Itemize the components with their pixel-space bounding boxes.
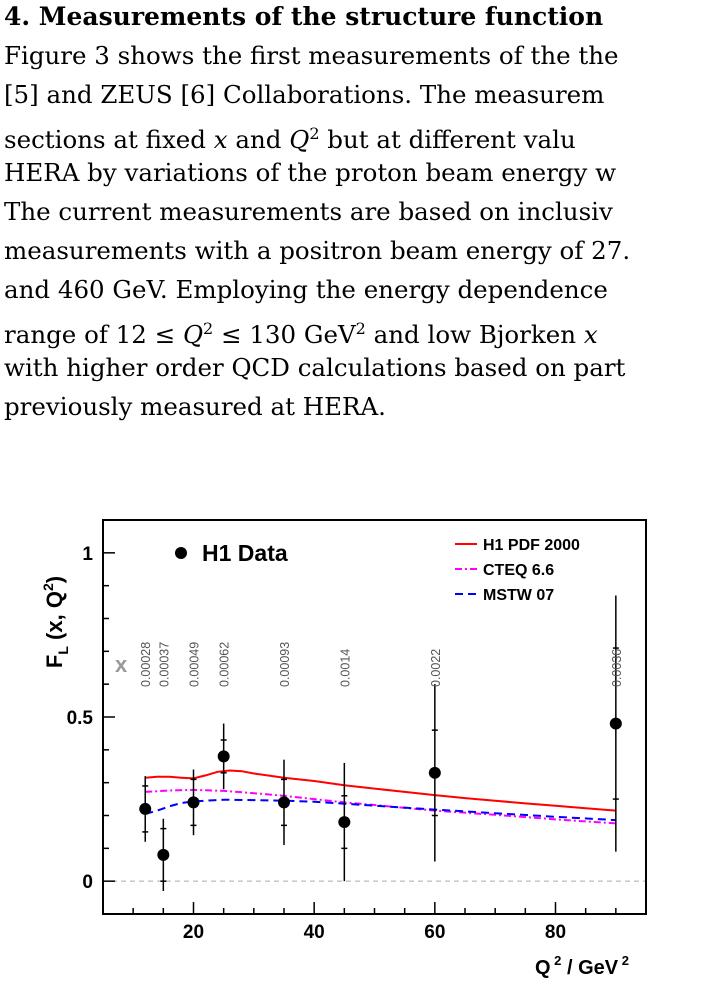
- ticks-layer: 20 40 60 80 0 0.5 1: [67, 519, 617, 943]
- paragraph-line: previously measured at HERA.: [4, 387, 630, 426]
- data-legend: H1 Data: [175, 540, 288, 566]
- text-run: [5] and ZEUS [6] Collaborations. The mea…: [4, 80, 605, 109]
- text-run: Figure 3 shows the first measurements of…: [4, 41, 619, 70]
- data-marker: [428, 766, 441, 779]
- x-value-label: 0.0036: [610, 649, 624, 687]
- legend-label: MSTW 07: [483, 587, 554, 604]
- data-marker: [139, 802, 152, 815]
- superscript: 2: [203, 319, 214, 338]
- data-point: [139, 776, 152, 842]
- text-run: HERA by variations of the proton beam en…: [4, 158, 617, 187]
- legend-label: H1 PDF 2000: [483, 537, 580, 554]
- x-value-label: 0.00037: [157, 642, 171, 687]
- paragraph-line: measurements with a positron beam energy…: [4, 231, 630, 270]
- text-run: with higher order QCD calculations based…: [4, 353, 626, 382]
- text-run: and: [227, 125, 290, 155]
- data-point: [428, 684, 441, 862]
- x-value-label: 0.0014: [338, 649, 352, 687]
- legend-data-label: H1 Data: [202, 540, 288, 566]
- data-marker: [217, 750, 230, 763]
- text-run: ≤ 130 GeV: [213, 320, 356, 350]
- paragraph-line: HERA by variations of the proton beam en…: [4, 153, 630, 192]
- paragraph-line: sections at fixed x and Q2 but at differ…: [4, 114, 630, 155]
- data-marker: [609, 717, 622, 730]
- x-value-label: 0.00093: [278, 642, 292, 687]
- curve-cteq-6-6: [145, 788, 616, 825]
- math-variable: Q: [289, 125, 310, 155]
- x-tick-label: 20: [183, 922, 204, 943]
- y-tick-label: 0: [82, 872, 93, 893]
- x-tick-label: 40: [304, 922, 325, 943]
- x-axis-title: Q 2 / GeV 2: [535, 953, 629, 979]
- legend-data-marker: [175, 547, 187, 559]
- section-heading: 4. Measurements of the structure functio…: [4, 2, 604, 31]
- math-variable: x: [213, 125, 228, 155]
- curve-legend: H1 PDF 2000 CTEQ 6.6 MSTW 07: [455, 537, 580, 604]
- x-tick-label: 80: [545, 922, 566, 943]
- paragraph-line: [5] and ZEUS [6] Collaborations. The mea…: [4, 75, 630, 114]
- text-run: The current measurements are based on in…: [4, 197, 613, 226]
- x-variable-label: x: [115, 652, 128, 677]
- superscript: 2: [355, 319, 366, 338]
- text-run: and low Bjorken: [365, 320, 584, 350]
- data-marker: [187, 796, 200, 809]
- text-run: sections at fixed: [4, 125, 214, 155]
- curve-mstw-07: [144, 798, 616, 822]
- text-run: but at different valu: [319, 125, 576, 155]
- data-point: [157, 818, 170, 892]
- math-variable: Q: [182, 320, 204, 350]
- data-marker: [278, 796, 290, 809]
- paragraph-line: with higher order QCD calculations based…: [4, 348, 630, 387]
- y-tick-label: 0.5: [67, 708, 94, 729]
- y-tick-label: 1: [82, 544, 93, 565]
- text-run: measurements with a positron beam energy…: [4, 236, 631, 265]
- data-point: [187, 769, 200, 836]
- superscript: 2: [309, 124, 320, 143]
- data-point: [217, 723, 230, 790]
- paragraph-line: range of 12 ≤ Q2 ≤ 130 GeV2 and low Bjor…: [4, 309, 630, 350]
- plot-frame: [102, 519, 647, 915]
- x-value-label: 0.00062: [218, 642, 232, 687]
- data-point: [338, 762, 351, 882]
- x-tick-label: 60: [424, 922, 445, 943]
- xvalue-labels: 0.00028 0.00037 0.00049 0.00062 0.00093 0.001…: [139, 642, 624, 687]
- curve-h1-pdf-2000: [145, 769, 616, 812]
- math-variable: x: [583, 320, 598, 350]
- paragraph-line: and 460 GeV. Employing the energy depend…: [4, 270, 630, 309]
- x-value-label: 0.0022: [429, 649, 443, 687]
- x-value-label: 0.00049: [188, 642, 202, 687]
- y-axis-title: FL (x, Q2): [40, 576, 71, 668]
- data-point: [609, 595, 622, 852]
- data-point: [278, 759, 290, 846]
- text-run: range of 12 ≤: [4, 320, 183, 350]
- curves-layer: [144, 769, 616, 825]
- data-marker: [157, 848, 170, 861]
- body-paragraph: Figure 3 shows the first measurements of…: [4, 36, 630, 426]
- text-run: previously measured at HERA.: [4, 392, 386, 421]
- legend-label: CTEQ 6.6: [483, 562, 554, 579]
- data-marker: [338, 816, 351, 829]
- data-layer: [139, 595, 622, 892]
- paragraph-line: The current measurements are based on in…: [4, 192, 630, 231]
- text-run: and 460 GeV. Employing the energy depend…: [4, 275, 608, 304]
- paragraph-line: Figure 3 shows the first measurements of…: [4, 36, 630, 75]
- x-value-label: 0.00028: [139, 642, 153, 687]
